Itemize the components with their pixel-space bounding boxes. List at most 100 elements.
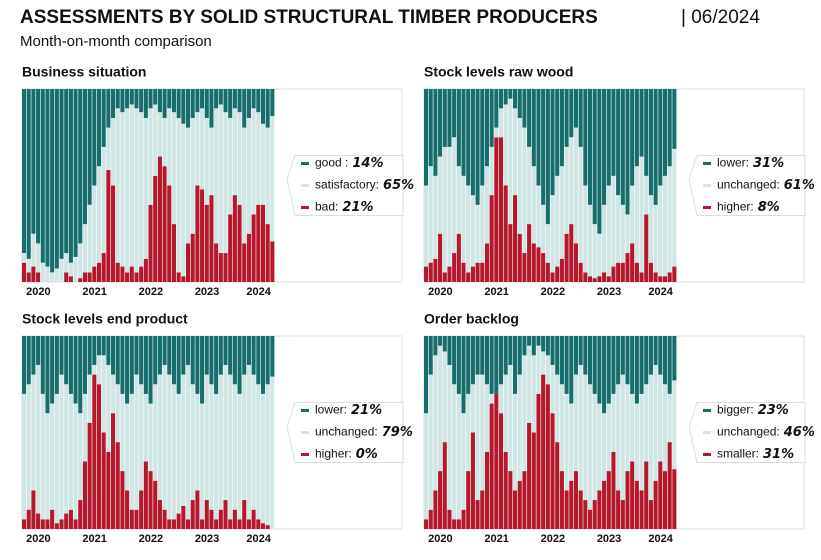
bar-segment bbox=[452, 253, 457, 282]
bar-segment bbox=[148, 108, 153, 205]
bar-segment bbox=[616, 262, 621, 282]
bar-segment bbox=[64, 384, 69, 514]
bar-segment bbox=[195, 336, 200, 394]
bar-segment bbox=[639, 393, 644, 491]
bar-segment bbox=[475, 262, 480, 282]
bar-segment bbox=[59, 519, 64, 529]
bar-segment bbox=[658, 374, 663, 462]
bar-segment bbox=[602, 480, 607, 529]
bar-segment bbox=[475, 336, 480, 375]
bar-segment bbox=[68, 262, 73, 277]
bar-segment bbox=[26, 272, 31, 282]
legend-label: good : bbox=[315, 156, 348, 170]
bar-segment bbox=[22, 253, 27, 263]
bar-segment bbox=[157, 89, 162, 113]
bar-segment bbox=[438, 156, 443, 234]
bar-segment bbox=[494, 336, 499, 394]
bar-segment bbox=[447, 509, 452, 529]
bar-segment bbox=[545, 89, 550, 225]
bar-segment bbox=[59, 89, 64, 259]
bar-segment bbox=[489, 89, 494, 147]
bar-segment bbox=[26, 336, 31, 385]
bar-segment bbox=[611, 175, 616, 267]
bar-segment bbox=[256, 519, 261, 529]
bar-segment bbox=[223, 112, 228, 254]
bar-segment bbox=[92, 336, 97, 365]
bar-segment bbox=[625, 336, 630, 385]
bar-segment bbox=[251, 108, 256, 215]
bar-segment bbox=[68, 89, 73, 263]
bar-segment bbox=[237, 112, 242, 205]
bar-segment bbox=[78, 89, 83, 244]
bar-segment bbox=[484, 166, 489, 244]
bar-segment bbox=[223, 336, 228, 365]
bar-segment bbox=[195, 490, 200, 529]
legend-label: satisfactory: bbox=[315, 178, 379, 192]
bar-segment bbox=[536, 247, 541, 282]
x-tick-label: 2022 bbox=[139, 286, 163, 298]
bar-segment bbox=[115, 384, 120, 443]
bar-segment bbox=[503, 374, 508, 452]
bar-segment bbox=[237, 89, 242, 113]
bar-segment bbox=[648, 262, 653, 282]
bar-segment bbox=[45, 89, 50, 267]
bar-segment bbox=[148, 471, 153, 529]
bar-segment bbox=[176, 336, 181, 394]
bar-segment bbox=[573, 471, 579, 529]
bar-segment bbox=[428, 336, 433, 375]
legend-value: 65% bbox=[383, 178, 414, 193]
bar-segment bbox=[214, 519, 219, 529]
bar-segment bbox=[246, 364, 251, 520]
bar-segment bbox=[134, 89, 139, 109]
bar-segment bbox=[115, 108, 120, 263]
legend-box bbox=[688, 402, 806, 463]
bar-segment bbox=[120, 89, 125, 113]
bar-segment bbox=[672, 380, 677, 470]
bar-segment bbox=[545, 384, 550, 529]
bar-segment bbox=[648, 374, 653, 501]
bar-segment bbox=[564, 146, 569, 234]
page-date: | 06/2024 bbox=[681, 7, 760, 28]
bar-segment bbox=[541, 253, 546, 282]
x-tick-label: 2020 bbox=[26, 533, 50, 545]
bar-segment bbox=[648, 89, 653, 196]
bar-segment bbox=[644, 175, 649, 215]
bar-segment bbox=[672, 266, 677, 282]
bar-segment bbox=[120, 471, 125, 529]
bar-segment bbox=[176, 393, 181, 514]
bar-segment bbox=[442, 89, 447, 147]
bar-segment bbox=[64, 336, 69, 385]
bar-segment bbox=[209, 89, 214, 128]
bar-segment bbox=[153, 89, 158, 105]
bar-segment bbox=[134, 374, 139, 510]
bar-segment bbox=[470, 432, 475, 529]
bar-segment bbox=[527, 89, 532, 147]
bar-segment bbox=[31, 233, 36, 267]
bar-segment bbox=[228, 374, 233, 520]
bar-segment bbox=[185, 336, 191, 365]
bar-segment bbox=[536, 185, 541, 248]
bar-segment bbox=[143, 117, 148, 259]
bar-segment bbox=[256, 336, 261, 385]
bar-segment bbox=[550, 272, 555, 282]
bar-segment bbox=[653, 204, 658, 273]
bar-segment bbox=[428, 374, 433, 510]
bar-segment bbox=[672, 148, 677, 267]
bar-segment bbox=[489, 336, 494, 394]
bar-segment bbox=[541, 204, 546, 254]
bar-segment bbox=[442, 146, 447, 273]
bar-segment bbox=[541, 351, 546, 375]
bar-segment bbox=[470, 195, 475, 267]
bar-segment bbox=[54, 393, 59, 524]
x-tick-label: 2024 bbox=[648, 533, 673, 545]
bar-segment bbox=[634, 480, 639, 529]
bar-segment bbox=[78, 336, 83, 414]
bar-segment bbox=[22, 336, 27, 394]
bar-segment bbox=[438, 345, 443, 472]
bar-segment bbox=[648, 336, 653, 375]
bar-segment bbox=[143, 461, 148, 529]
bar-segment bbox=[162, 89, 167, 118]
bar-segment bbox=[461, 336, 466, 414]
bar-segment bbox=[583, 185, 588, 273]
bar-segment bbox=[484, 336, 489, 385]
